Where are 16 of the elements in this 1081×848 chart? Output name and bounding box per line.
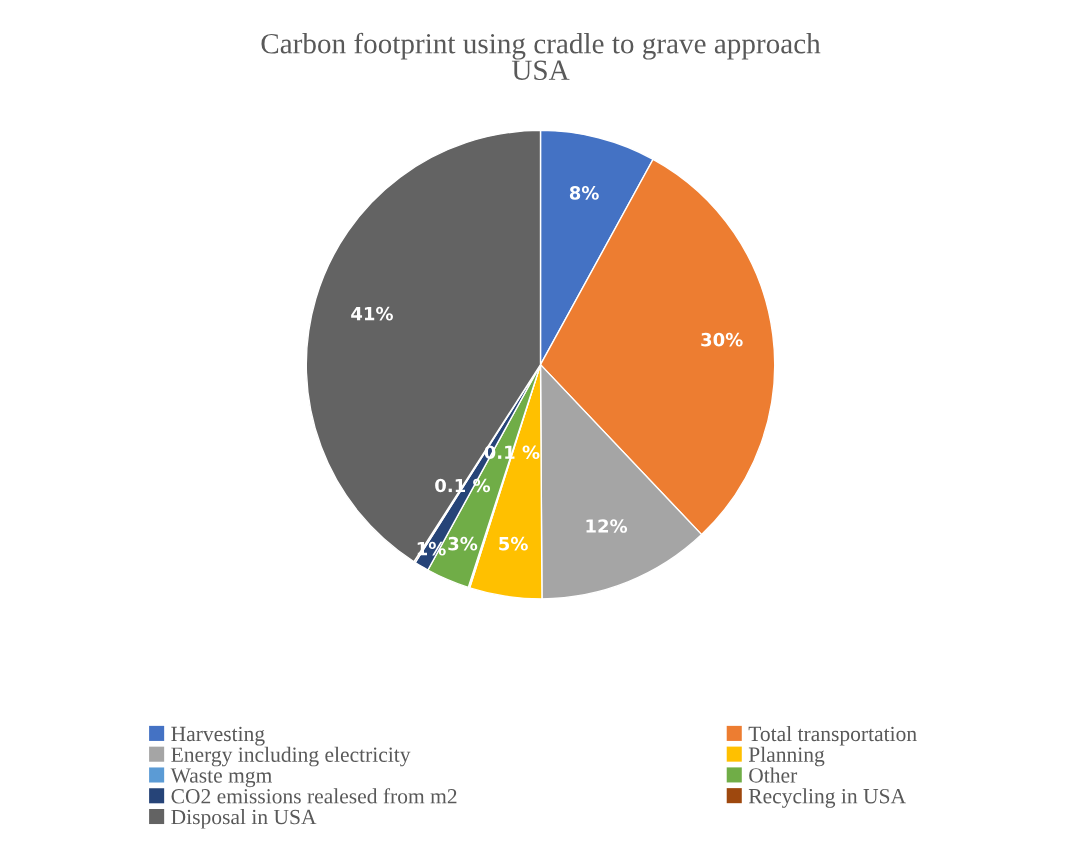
legend-label: CO2 emissions realesed from m2	[171, 788, 457, 804]
legend-label: Disposal in USA	[171, 809, 317, 829]
data-label: 41%	[351, 306, 393, 321]
legend-label: Harvesting	[171, 726, 265, 746]
legend-label: Planning	[748, 746, 825, 767]
legend-label: Total transportation	[748, 726, 917, 746]
data-label: 5%	[499, 536, 528, 551]
chart-title: Carbon footprint using cradle to grave approach USA	[261, 32, 821, 81]
legend-label: Recycling in USA	[748, 788, 906, 808]
legend-label: Waste mgm	[170, 768, 272, 788]
data-label: 8%	[569, 186, 599, 200]
data-label: 12%	[586, 519, 628, 533]
data-label: 30%	[701, 332, 743, 347]
legend-label: Energy including electricity	[171, 746, 411, 767]
legend-label: Other	[749, 767, 798, 783]
data-label: 3%	[448, 536, 478, 551]
